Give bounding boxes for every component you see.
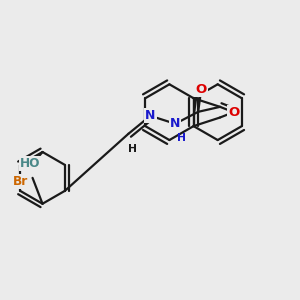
Text: N: N xyxy=(170,117,181,130)
Text: O: O xyxy=(196,83,207,96)
Text: O: O xyxy=(228,106,239,119)
Text: H: H xyxy=(128,144,137,154)
Text: HO: HO xyxy=(20,158,41,170)
Text: Br: Br xyxy=(13,176,28,188)
Text: N: N xyxy=(145,109,156,122)
Text: H: H xyxy=(177,133,186,143)
